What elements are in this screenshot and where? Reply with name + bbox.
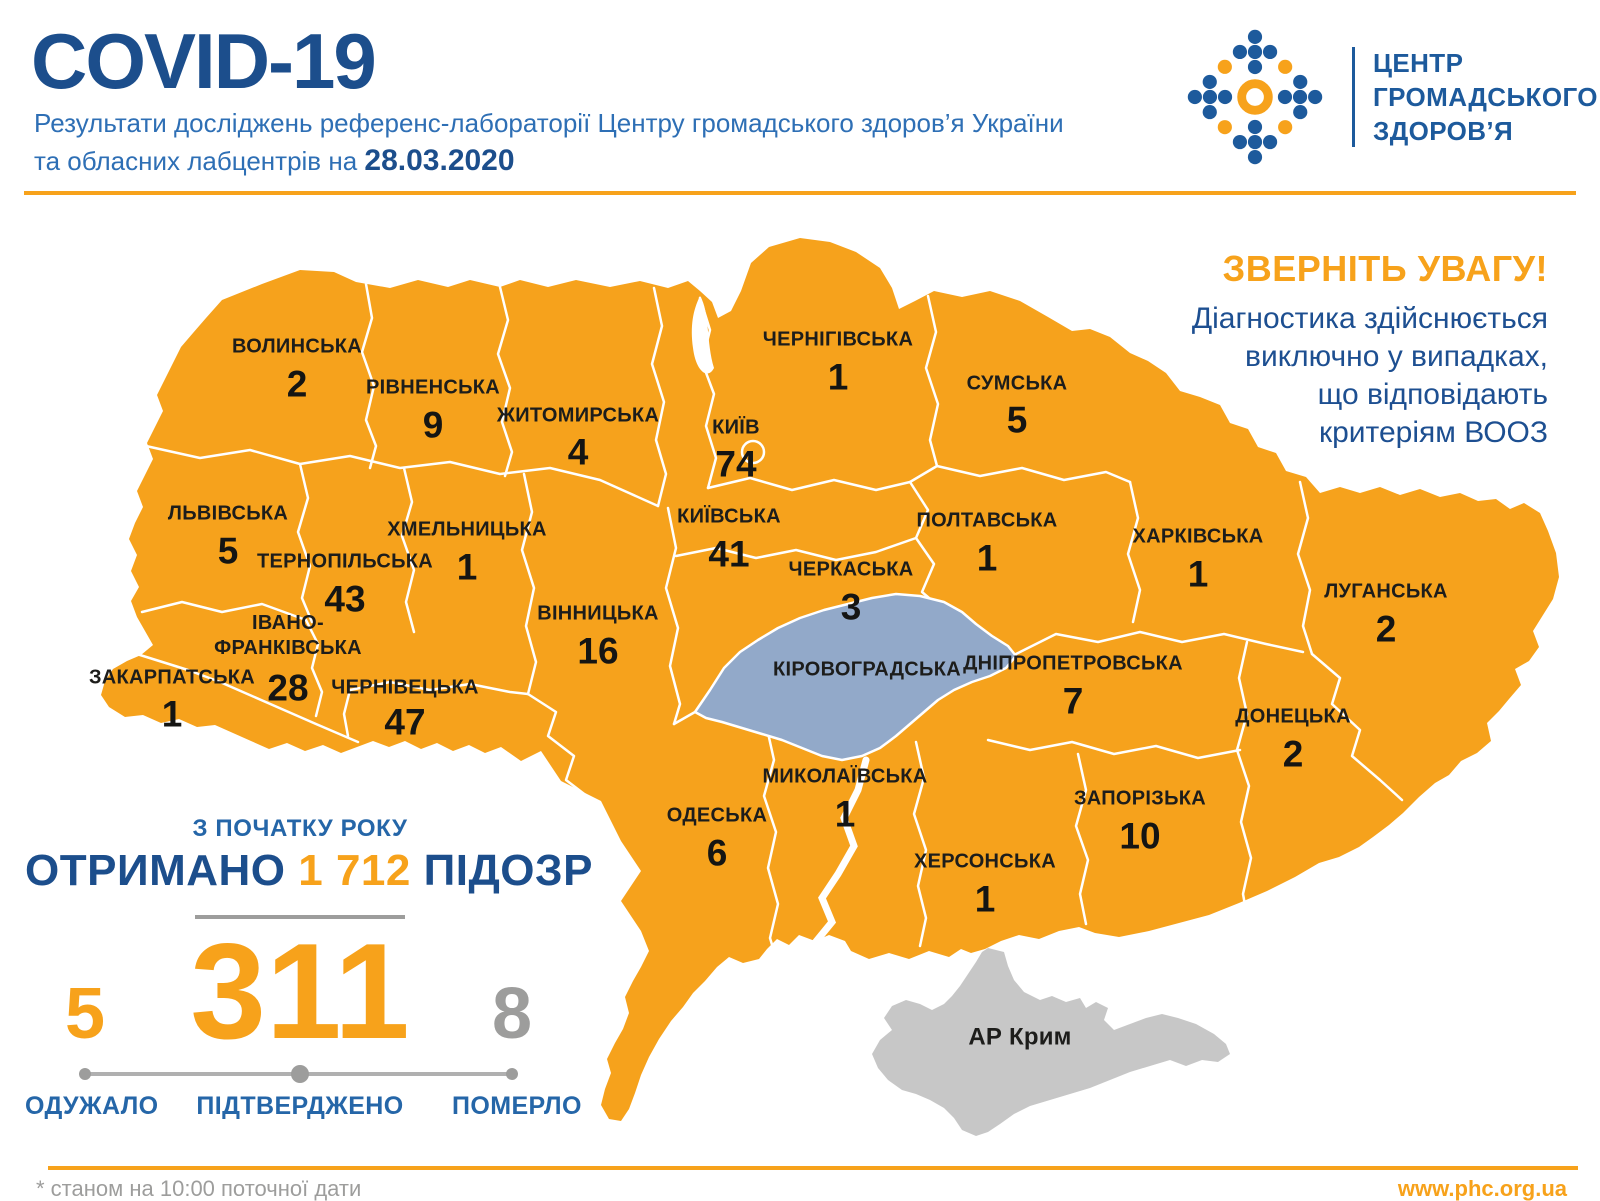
received-suffix: ПІДОЗР — [423, 846, 593, 895]
region-name-zaporizhzhia: ЗАПОРІЗЬКА — [1073, 787, 1207, 810]
died-count: 8 — [491, 974, 533, 1054]
notice-line: виключно у випадках, — [1245, 340, 1548, 373]
notice-line: що відповідають — [1317, 378, 1548, 411]
region-value-kyiv-city: 74 — [715, 443, 757, 485]
region-name-poltava: ПОЛТАВСЬКА — [916, 509, 1058, 532]
kyiv-reservoir — [691, 296, 714, 374]
region-name-volyn: ВОЛИНСЬКА — [231, 335, 363, 358]
region-value-sumy: 5 — [1006, 399, 1028, 441]
region-value-rivne: 9 — [422, 404, 444, 446]
notice-line: критеріям ВООЗ — [1318, 416, 1548, 449]
died-axis-dot — [506, 1068, 518, 1080]
region-value-odesa: 6 — [706, 832, 728, 874]
notice-heading: ЗВЕРНІТЬ УВАГУ! — [1222, 248, 1548, 289]
subtitle-line1: Результати досліджень референс-лаборатор… — [34, 108, 1064, 138]
logo-separator — [1352, 47, 1355, 147]
region-name-khmelnytska: ХМЕЛЬНИЦЬКА — [387, 518, 547, 541]
stats-received-line: ОТРИМАНО 1 712 ПІДОЗР — [25, 846, 592, 896]
report-date: 28.03.2020 — [364, 144, 515, 177]
kirovohradska-shape — [693, 592, 1018, 762]
footer-divider — [48, 1166, 1578, 1170]
region-value-luhansk: 2 — [1375, 608, 1397, 650]
phc-logo-icon — [1187, 29, 1323, 165]
region-name-kyiv-city: КИЇВ — [712, 416, 760, 439]
oblast-borders — [122, 282, 1404, 960]
region-value-donetsk: 2 — [1282, 733, 1304, 775]
recovered-label: ОДУЖАЛО — [25, 1092, 159, 1120]
stats-period-label: З ПОЧАТКУ РОКУ — [192, 815, 408, 842]
org-name-line3: ЗДОРОВ’Я — [1373, 116, 1514, 146]
footer-site-link[interactable]: www.phc.org.ua — [1397, 1176, 1567, 1201]
region-value-kharkiv: 1 — [1187, 553, 1209, 595]
page-title: COVID-19 — [31, 17, 377, 105]
region-name-mykolaiv: МИКОЛАЇВСЬКА — [762, 765, 928, 788]
region-name-kharkiv: ХАРКІВСЬКА — [1132, 525, 1264, 548]
region-value-zhytomyr: 4 — [567, 431, 589, 473]
region-value-zakarpattia: 1 — [161, 693, 183, 735]
confirmed-count: 311 — [190, 915, 410, 1067]
org-name-line1: ЦЕНТР — [1373, 48, 1464, 78]
received-value: 1 712 — [298, 846, 411, 895]
region-name-chernihiv: ЧЕРНІГІВСЬКА — [762, 328, 914, 351]
attention-notice: ЗВЕРНІТЬ УВАГУ! Діагностика здійснюється… — [1192, 248, 1548, 452]
region-value-chernihiv: 1 — [827, 356, 849, 398]
region-value-ivano-frankivsk: 28 — [267, 667, 309, 709]
footer-note: * станом на 10:00 поточної дати — [36, 1176, 362, 1201]
region-name-odesa: ОДЕСЬКА — [666, 804, 768, 827]
region-value-volyn: 2 — [286, 363, 308, 405]
region-name-vinnytsia: ВІННИЦЬКА — [537, 602, 659, 625]
region-name-crimea: АР Крим — [968, 1023, 1072, 1051]
region-value-vinnytsia: 16 — [577, 630, 619, 672]
region-value-cherkasy: 3 — [840, 586, 862, 628]
region-value-khmelnytska: 1 — [456, 546, 478, 588]
region-name-lviv: ЛЬВІВСЬКА — [167, 502, 289, 525]
subtitle: Результати досліджень референс-лаборатор… — [34, 104, 1064, 180]
region-value-mykolaiv: 1 — [834, 793, 856, 835]
region-value-kherson: 1 — [974, 878, 996, 920]
region-name-ternopil: ТЕРНОПІЛЬСЬКА — [256, 550, 434, 573]
dnipro-river — [796, 756, 870, 960]
region-name-donetsk: ДОНЕЦЬКА — [1235, 705, 1351, 728]
region-value-poltava: 1 — [976, 537, 998, 579]
region-value-dnipro: 7 — [1062, 680, 1084, 722]
region-name-kyiv-obl: КИЇВСЬКА — [677, 505, 781, 528]
crimea-shape — [872, 948, 1230, 1136]
region-value-zaporizhzhia: 10 — [1119, 815, 1161, 857]
region-name-chernivtsi: ЧЕРНІВЕЦЬКА — [331, 676, 479, 699]
kyiv-city-border — [740, 439, 766, 465]
region-value-ternopil: 43 — [324, 578, 366, 620]
confirmed-label: ПІДТВЕРДЖЕНО — [196, 1092, 404, 1120]
region-name-rivne: РІВНЕНСЬКА — [365, 376, 501, 399]
recovered-axis-dot — [79, 1068, 91, 1080]
region-value-chernivtsi: 47 — [384, 701, 426, 743]
org-name-line2: ГРОМАДСЬКОГО — [1373, 82, 1598, 112]
stats-divider — [195, 915, 405, 919]
notice-line: Діагностика здійснюється — [1191, 302, 1548, 335]
region-name-dnipro: ДНІПРОПЕТРОВСЬКА — [963, 652, 1183, 675]
died-label: ПОМЕРЛО — [452, 1092, 582, 1120]
subtitle-line2: та обласних лабцентрів на 28.03.2020 — [34, 142, 1064, 180]
received-prefix: ОТРИМАНО — [25, 846, 286, 895]
region-name-ivano-frankivsk: ІВАНО- ФРАНКІВСЬКА — [214, 612, 362, 659]
region-name-cherkasy: ЧЕРКАСЬКА — [788, 558, 914, 581]
region-name-kirovohrad: КІРОВОГРАДСЬКА — [773, 658, 961, 681]
region-value-kyiv-obl: 41 — [708, 533, 750, 575]
subtitle-line2-prefix: та обласних лабцентрів на — [34, 146, 358, 176]
region-name-sumy: СУМСЬКА — [966, 372, 1068, 395]
region-name-luhansk: ЛУГАНСЬКА — [1324, 580, 1448, 603]
region-name-zakarpattia: ЗАКАРПАТСЬКА — [88, 666, 256, 689]
org-name: ЦЕНТР ГРОМАДСЬКОГО ЗДОРОВ’Я — [1373, 46, 1598, 148]
phc-logo: ЦЕНТР ГРОМАДСЬКОГО ЗДОРОВ’Я — [1186, 28, 1598, 166]
region-value-lviv: 5 — [217, 530, 239, 572]
recovered-count: 5 — [64, 974, 106, 1054]
header-divider — [24, 191, 1576, 195]
region-name-zhytomyr: ЖИТОМИРСЬКА — [496, 404, 660, 427]
confirmed-axis-dot — [291, 1065, 309, 1083]
region-name-kherson: ХЕРСОНСЬКА — [914, 850, 1056, 873]
